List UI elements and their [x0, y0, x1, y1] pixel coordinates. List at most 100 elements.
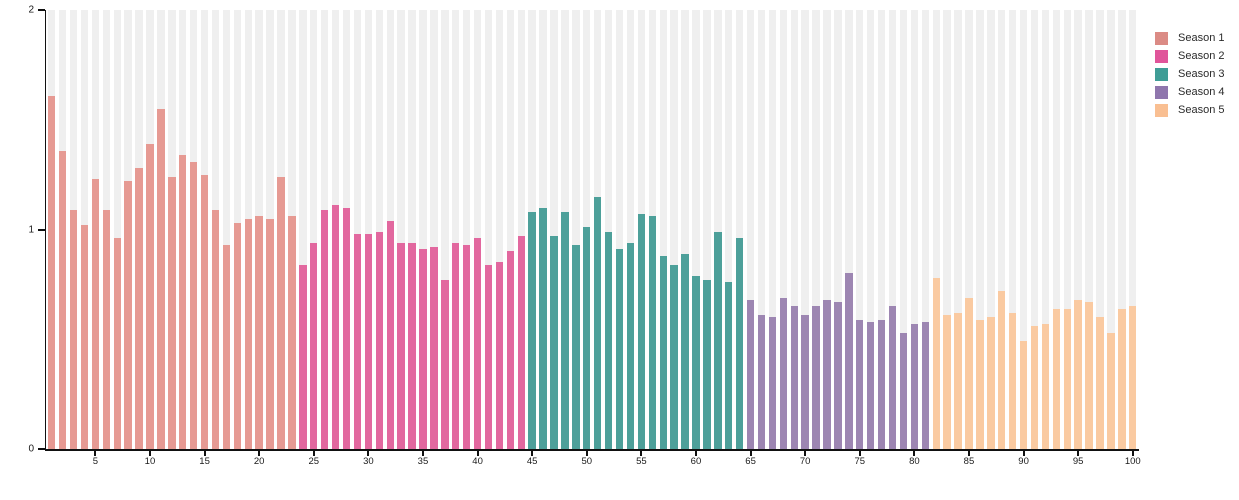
- bar-x43-season-2[interactable]: [506, 251, 515, 449]
- bar-x67-season-4[interactable]: [768, 317, 777, 449]
- bar-x56-season-3[interactable]: [648, 216, 656, 449]
- bar-x59-season-3[interactable]: [681, 253, 689, 449]
- bar-x25-season-2[interactable]: [310, 242, 318, 449]
- bar-x18-season-1[interactable]: [233, 222, 242, 449]
- bar-x21-season-1[interactable]: [266, 218, 274, 449]
- bar-x81-season-4[interactable]: [921, 321, 929, 449]
- bar-x73-season-4[interactable]: [834, 301, 842, 449]
- bar-x93-season-5[interactable]: [1052, 308, 1061, 449]
- bar-x92-season-5[interactable]: [1041, 323, 1050, 449]
- bar-x17-season-1[interactable]: [222, 244, 231, 449]
- bar-x63-season-3[interactable]: [725, 282, 733, 449]
- bar-x44-season-2[interactable]: [517, 236, 525, 449]
- bar-x36-season-2[interactable]: [430, 247, 438, 449]
- bar-x78-season-4[interactable]: [888, 306, 897, 449]
- legend-item-season-4[interactable]: Season 4: [1155, 83, 1224, 101]
- legend-item-season-3[interactable]: Season 3: [1155, 65, 1224, 83]
- bar-x33-season-2[interactable]: [397, 242, 405, 449]
- bar-x71-season-4[interactable]: [812, 306, 820, 449]
- bar-x76-season-4[interactable]: [867, 321, 875, 449]
- bar-x85-season-5[interactable]: [965, 297, 973, 449]
- bar-x35-season-2[interactable]: [419, 249, 427, 449]
- bar-x94-season-5[interactable]: [1063, 308, 1071, 449]
- bar-x79-season-4[interactable]: [899, 332, 908, 449]
- bar-x49-season-3[interactable]: [572, 244, 580, 449]
- bar-x70-season-4[interactable]: [801, 315, 809, 449]
- bar-x4-season-1[interactable]: [80, 225, 89, 449]
- bar-x62-season-3[interactable]: [714, 231, 722, 449]
- legend-item-season-2[interactable]: Season 2: [1155, 47, 1224, 65]
- bar-x48-season-3[interactable]: [561, 211, 569, 449]
- bar-x99-season-5[interactable]: [1118, 308, 1126, 449]
- bar-x24-season-2[interactable]: [299, 264, 307, 449]
- bar-x5-season-1[interactable]: [91, 179, 100, 449]
- bar-x3-season-1[interactable]: [69, 209, 78, 449]
- bar-x68-season-4[interactable]: [779, 297, 788, 449]
- bar-x72-season-4[interactable]: [823, 299, 831, 449]
- bar-x58-season-3[interactable]: [670, 264, 678, 449]
- bar-x26-season-2[interactable]: [321, 209, 329, 449]
- bar-x60-season-3[interactable]: [692, 275, 700, 449]
- bar-x64-season-3[interactable]: [735, 238, 744, 449]
- bar-x54-season-3[interactable]: [626, 242, 635, 449]
- bar-x83-season-5[interactable]: [943, 315, 951, 449]
- bar-x31-season-2[interactable]: [375, 231, 383, 449]
- bar-x91-season-5[interactable]: [1030, 326, 1039, 449]
- bar-x13-season-1[interactable]: [179, 154, 187, 449]
- bar-x57-season-3[interactable]: [659, 255, 667, 449]
- bar-x96-season-5[interactable]: [1085, 301, 1093, 449]
- bar-x89-season-5[interactable]: [1008, 312, 1017, 449]
- bar-x37-season-2[interactable]: [441, 280, 449, 449]
- bar-x87-season-5[interactable]: [987, 317, 995, 449]
- bar-x30-season-2[interactable]: [364, 233, 373, 449]
- bar-x2-season-1[interactable]: [58, 150, 67, 449]
- bar-x9-season-1[interactable]: [135, 168, 143, 449]
- bar-x29-season-2[interactable]: [353, 233, 362, 449]
- bar-x7-season-1[interactable]: [113, 238, 121, 449]
- bar-x8-season-1[interactable]: [124, 181, 132, 449]
- legend-item-season-1[interactable]: Season 1: [1155, 29, 1224, 47]
- legend-item-season-5[interactable]: Season 5: [1155, 101, 1224, 119]
- bar-x42-season-2[interactable]: [495, 262, 504, 449]
- bar-x98-season-5[interactable]: [1107, 332, 1115, 449]
- bar-x66-season-4[interactable]: [757, 315, 766, 449]
- bar-x86-season-5[interactable]: [976, 319, 984, 449]
- bar-x23-season-1[interactable]: [288, 216, 296, 449]
- bar-x74-season-4[interactable]: [845, 273, 853, 449]
- bar-x20-season-1[interactable]: [255, 216, 263, 449]
- bar-x51-season-3[interactable]: [594, 196, 602, 449]
- bar-x28-season-2[interactable]: [342, 207, 351, 449]
- bar-x53-season-3[interactable]: [615, 249, 624, 449]
- bar-x1-season-1[interactable]: [48, 95, 56, 449]
- bar-x50-season-3[interactable]: [583, 227, 591, 449]
- bar-x90-season-5[interactable]: [1019, 341, 1028, 449]
- bar-x80-season-4[interactable]: [910, 323, 919, 449]
- bar-x12-season-1[interactable]: [168, 176, 176, 449]
- bar-x65-season-4[interactable]: [746, 299, 755, 449]
- bar-x14-season-1[interactable]: [189, 161, 198, 449]
- bar-x69-season-4[interactable]: [790, 306, 798, 449]
- bar-x46-season-3[interactable]: [539, 207, 547, 449]
- bar-x55-season-3[interactable]: [637, 214, 646, 449]
- bar-x10-season-1[interactable]: [146, 143, 154, 449]
- bar-x16-season-1[interactable]: [211, 209, 220, 449]
- bar-x61-season-3[interactable]: [703, 280, 711, 449]
- bar-x97-season-5[interactable]: [1096, 317, 1104, 449]
- bar-x38-season-2[interactable]: [452, 242, 460, 449]
- bar-x6-season-1[interactable]: [102, 209, 110, 449]
- bar-x15-season-1[interactable]: [200, 174, 209, 449]
- bar-x52-season-3[interactable]: [604, 231, 613, 449]
- bar-x95-season-5[interactable]: [1074, 299, 1082, 449]
- bar-x100-season-5[interactable]: [1129, 306, 1137, 449]
- bar-x11-season-1[interactable]: [157, 108, 165, 449]
- bar-x41-season-2[interactable]: [484, 264, 493, 449]
- bar-x77-season-4[interactable]: [877, 319, 886, 449]
- bar-x19-season-1[interactable]: [244, 218, 252, 449]
- bar-x88-season-5[interactable]: [998, 291, 1006, 449]
- bar-x22-season-1[interactable]: [277, 176, 285, 449]
- bar-x40-season-2[interactable]: [473, 238, 482, 449]
- bar-x32-season-2[interactable]: [386, 220, 394, 449]
- bar-x27-season-2[interactable]: [331, 205, 340, 449]
- bar-x82-season-5[interactable]: [932, 277, 940, 449]
- bar-x47-season-3[interactable]: [550, 236, 558, 449]
